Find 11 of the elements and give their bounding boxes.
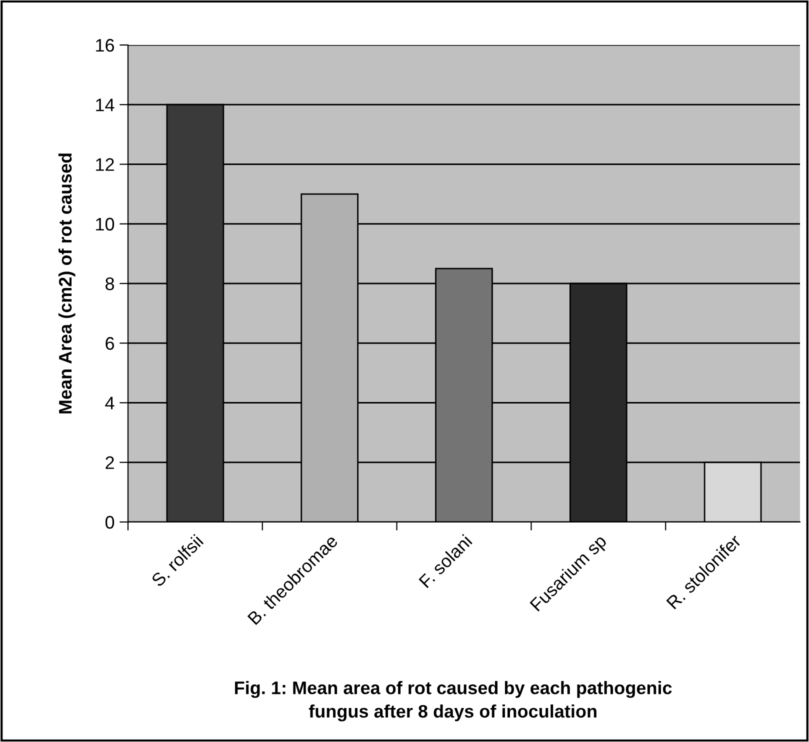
y-tick-label: 0 xyxy=(105,516,114,529)
y-axis-title: Mean Area (cm2) of rot caused xyxy=(58,154,76,414)
y-tick-label: 4 xyxy=(105,396,114,410)
y-tick-label: 12 xyxy=(96,158,114,171)
y-tick-label: 16 xyxy=(96,38,114,52)
y-tick-label: 2 xyxy=(106,456,114,469)
y-tick-label: 14 xyxy=(96,98,114,112)
y-tick-label: 10 xyxy=(96,218,114,231)
y-tick-label: 8 xyxy=(106,277,114,290)
y-tick-label: 6 xyxy=(106,337,114,350)
text: Fig. 1: Mean area of rot caused by each pathogenic fungus after 8 days of inoculation xyxy=(235,681,672,722)
